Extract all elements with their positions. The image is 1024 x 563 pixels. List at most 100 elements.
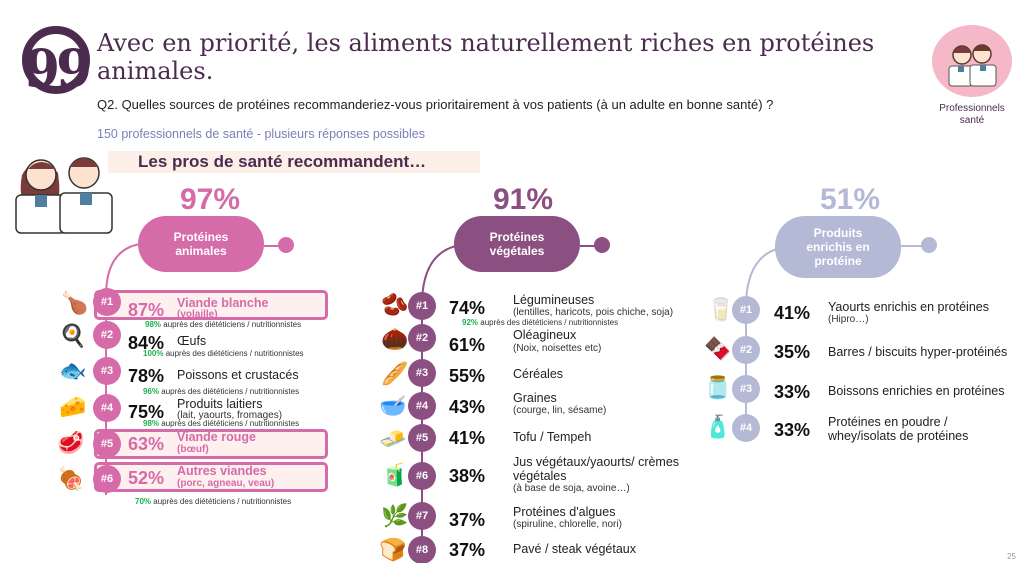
item-label: Graines (513, 391, 557, 405)
highlight-box (94, 462, 328, 492)
pasta-icon: 🥖 (381, 361, 409, 386)
pill-line: enrichis en (806, 240, 870, 254)
item-label: Légumineuses (513, 293, 595, 307)
rank-badge: #7 (408, 502, 436, 530)
seeds-bowl-icon: 🥣 (379, 393, 407, 418)
item-value: 84% (128, 333, 165, 353)
pill-line: végétales (489, 244, 545, 258)
item-value: 52% (128, 468, 165, 488)
dietitian-note: 98% auprès des diététiciens / nutritionn… (145, 320, 301, 329)
sample-text: 150 professionnels de santé - plusieurs … (97, 127, 425, 141)
rank-badge: #3 (732, 375, 760, 403)
connector-dot (278, 237, 294, 253)
note-pct: 98% (143, 419, 160, 428)
pill-line: Protéines (173, 230, 229, 244)
note-pct: 96% (143, 387, 160, 396)
item-value: 55% (449, 366, 486, 386)
item-value: 74% (449, 298, 486, 318)
beans-icon: 🫘 (381, 292, 409, 317)
item-sub: (à base de soja, avoine…) (513, 483, 630, 494)
item-value: 63% (128, 434, 165, 454)
protein-powder-icon: 🧴 (704, 414, 732, 439)
note-pct: 98% (145, 320, 162, 329)
note-suffix: auprès des diététiciens / nutritionniste… (153, 497, 292, 506)
item-sub: (Hipro…) (828, 314, 869, 325)
item-label: Viande rouge (177, 430, 256, 444)
note-suffix: auprès des diététiciens / nutritionniste… (163, 320, 302, 329)
rank-badge: #8 (408, 536, 436, 563)
item-label: Jus végétaux/yaourts/ crèmes végétales (513, 455, 680, 483)
item-label: Produits laitiers (177, 397, 263, 411)
item-value: 41% (449, 428, 486, 448)
rank-badge: #2 (732, 336, 760, 364)
highlight-box (94, 429, 328, 459)
page-number: 25 (1007, 552, 1016, 561)
cheese-icon: 🧀 (59, 394, 87, 419)
drink-jar-icon: 🫙 (704, 375, 732, 400)
pill-line: animales (175, 244, 227, 258)
item-sub: (bœuf) (177, 444, 209, 455)
item-sub: (lait, yaourts, fromages) (177, 410, 283, 421)
dietitian-note: 98% auprès des diététiciens / nutritionn… (143, 419, 299, 428)
category-pill-animal: Protéines animales (138, 216, 264, 272)
pill-line: Protéines (489, 230, 545, 244)
egg-icon: 🍳 (59, 323, 87, 348)
item-label: Céréales (513, 367, 564, 381)
curve-connector (421, 245, 457, 300)
note-suffix: auprès des diététiciens / nutritionniste… (165, 349, 304, 358)
enriched-total-pct: 51% (819, 183, 881, 216)
item-value: 33% (774, 382, 811, 402)
item-label: Œufs (177, 334, 207, 348)
note-pct: 100% (143, 349, 164, 358)
doctors-illustration-icon (8, 145, 118, 235)
dietitian-note: 96% auprès des diététiciens / nutritionn… (143, 387, 299, 396)
connector (901, 245, 923, 247)
dietitian-note: 100% auprès des diététiciens / nutrition… (143, 349, 304, 358)
health-professionals-badge-icon (932, 25, 1012, 97)
item-sub: (porc, agneau, veau) (177, 478, 275, 489)
item-label: Poissons et crustacés (177, 368, 299, 382)
item-value: 75% (128, 402, 165, 422)
badge-label: Professionnels santé (920, 103, 1024, 127)
rank-badge: #6 (93, 465, 121, 493)
pill-line: protéine (814, 254, 862, 268)
page-title: Avec en priorité, les aliments naturelle… (97, 29, 875, 85)
item-label: Barres / biscuits hyper-protéinés (828, 345, 1008, 359)
item-label: Protéines en poudre / whey/isolats de pr… (828, 415, 969, 443)
item-value: 37% (449, 510, 486, 530)
item-sub: (volaille) (177, 309, 218, 317)
seaweed-icon: 🌿 (381, 503, 409, 528)
animal-total-pct: 97% (179, 183, 241, 216)
connector-dot (921, 237, 937, 253)
category-pill-enriched: Produits enrichis en protéine (775, 216, 901, 278)
rank-badge: #1 (408, 292, 436, 320)
connector (580, 245, 596, 247)
item-label: Protéines d'algues (513, 505, 616, 519)
veggie-steak-icon: 🍞 (379, 537, 407, 562)
question-text: Q2. Quelles sources de protéines recomma… (97, 97, 774, 112)
tofu-icon: 🧈 (379, 426, 407, 451)
protein-bar-icon: 🍫 (704, 336, 732, 361)
dietitian-note: 70% auprès des diététiciens / nutritionn… (135, 497, 291, 506)
highlight-box (94, 290, 328, 320)
note-pct: 70% (135, 497, 152, 506)
rank-badge: #5 (408, 424, 436, 452)
pill-line: Produits (813, 226, 863, 240)
item-value: 87% (128, 300, 165, 320)
item-sub: (Noix, noisettes etc) (513, 343, 602, 354)
note-pct: 92% (462, 318, 479, 327)
walnut-icon: 🌰 (381, 326, 409, 351)
item-label: Tofu / Tempeh (513, 430, 592, 444)
rank-badge: #4 (93, 394, 121, 422)
item-value: 35% (774, 342, 811, 362)
chicken-leg-icon: 🍗 (61, 290, 89, 315)
rank-badge: #1 (732, 296, 760, 324)
rank-badge: #5 (93, 430, 121, 458)
yogurt-icon: 🥛 (707, 297, 735, 322)
meat-chop-icon: 🍖 (57, 466, 85, 491)
badge-label-line2: santé (959, 115, 985, 126)
item-value: 33% (774, 420, 811, 440)
item-value: 37% (449, 540, 486, 560)
connector (264, 245, 280, 247)
vegetal-total-pct: 91% (492, 183, 554, 216)
